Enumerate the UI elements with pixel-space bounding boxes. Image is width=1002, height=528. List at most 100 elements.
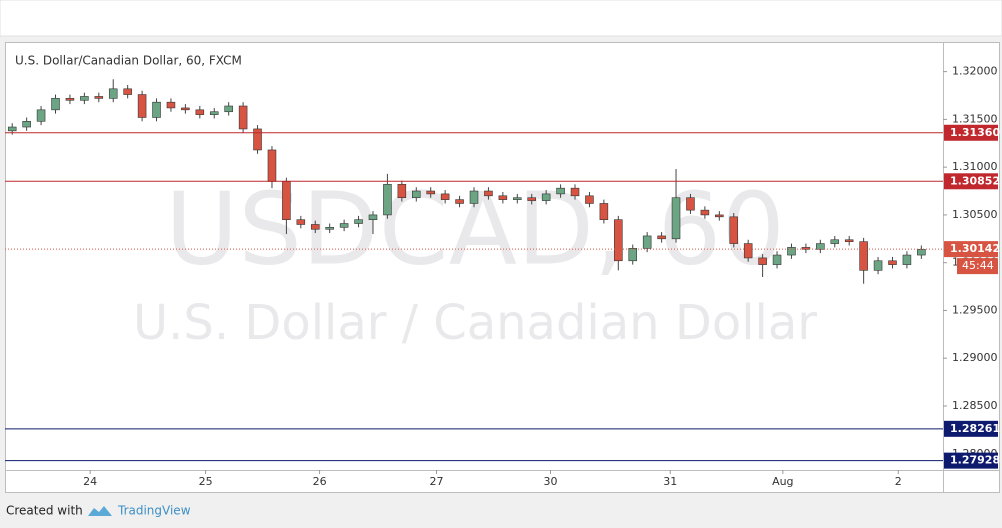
candle-body — [917, 249, 926, 256]
candle-body — [238, 105, 248, 130]
candle-body — [339, 223, 349, 228]
candle-body — [657, 235, 666, 240]
candle-body — [700, 209, 710, 216]
candle-body — [440, 193, 450, 200]
watermark-name: U.S. Dollar / Canadian Dollar — [133, 295, 817, 351]
candle-body — [412, 190, 421, 199]
candle-body — [181, 107, 190, 111]
candle-body — [614, 219, 623, 262]
candle-body — [888, 260, 897, 265]
candle-body — [310, 224, 320, 230]
y-tick-label: 1.28500 — [952, 399, 998, 412]
tv-logo — [88, 506, 112, 516]
x-tick-label: 2 — [895, 475, 902, 488]
last-price-bg — [944, 241, 998, 258]
candle-body — [527, 197, 536, 201]
candle-body — [123, 88, 132, 95]
x-tick-label: 27 — [429, 475, 443, 488]
candle-body — [426, 190, 435, 195]
x-tick-label: 30 — [543, 475, 557, 488]
candle-body — [484, 190, 493, 197]
candle-body — [65, 98, 75, 101]
candle-body — [844, 239, 854, 242]
y-tick-label: 1.31000 — [952, 160, 998, 173]
candle-body — [368, 214, 378, 220]
candle-body — [772, 254, 782, 265]
candle-body — [902, 254, 912, 265]
top-bar — [0, 0, 1002, 37]
footer-brand[interactable]: TradingView — [117, 504, 191, 518]
candle-body — [816, 243, 825, 250]
level-label: 1.27928 — [950, 454, 1000, 467]
candle-body — [296, 219, 306, 225]
candle-body — [513, 197, 522, 200]
x-tick-label: 24 — [83, 475, 97, 488]
x-tick-label: Aug — [772, 475, 793, 488]
candle-body — [743, 243, 753, 259]
candle-body — [570, 187, 580, 197]
panel — [5, 42, 1000, 493]
candle-body — [166, 101, 176, 109]
logo-icon — [88, 506, 112, 516]
chart-title: U.S. Dollar/Canadian Dollar, 60, FXCM — [15, 54, 242, 68]
candle-body — [801, 247, 811, 250]
candle-body — [325, 227, 334, 230]
y-tick-label: 1.30500 — [952, 208, 998, 221]
candle-body — [642, 235, 652, 249]
candle-body — [758, 257, 767, 265]
candle-body — [94, 96, 104, 99]
candle-body — [873, 260, 883, 271]
candle-body — [383, 184, 392, 216]
candle-body — [599, 203, 609, 220]
x-tick-label: 26 — [313, 475, 327, 488]
countdown: 45:44 — [962, 259, 994, 272]
candle-body — [859, 241, 868, 271]
watermark-symbol: USDCAD, 60 — [165, 170, 785, 287]
candle-body — [556, 187, 565, 195]
footer-text: Created with — [6, 504, 83, 518]
y-tick-label: 1.29000 — [952, 351, 998, 364]
candle-body — [253, 128, 262, 151]
countdown-bg — [957, 258, 998, 275]
candle-body — [787, 247, 796, 256]
candle-body — [152, 101, 161, 118]
candle-body — [469, 190, 479, 204]
candle-body — [585, 195, 594, 204]
candle-body — [51, 98, 60, 111]
candle-body — [108, 88, 118, 99]
level-label: 1.30852 — [950, 174, 1000, 187]
candle-body — [541, 193, 551, 201]
candle-body — [729, 216, 739, 244]
candle-body — [195, 109, 205, 115]
candle-body — [830, 239, 840, 244]
candle-body — [354, 219, 363, 224]
candle-body — [224, 105, 233, 113]
candle-body — [282, 181, 291, 220]
x-tick-label: 31 — [663, 475, 677, 488]
candle-body — [455, 199, 464, 204]
level-label: 1.31360 — [950, 126, 1000, 139]
candle-body — [80, 96, 89, 101]
level-label-bg — [944, 420, 998, 437]
x-tick-label: 25 — [199, 475, 213, 488]
watermark: USDCAD, 60 U.S. Dollar / Canadian Dollar — [133, 170, 817, 351]
candle-body — [267, 149, 277, 182]
level-label-bg — [944, 173, 998, 190]
candle-body — [628, 248, 638, 262]
candle-body — [22, 120, 31, 128]
level-label: 1.28261 — [950, 422, 1000, 435]
candle-body — [137, 94, 147, 118]
candle-body — [686, 197, 695, 211]
last-price-label: 1.30142 — [950, 242, 1000, 255]
y-tick-label: 1.29500 — [952, 303, 998, 316]
plot — [7, 79, 926, 284]
candle-body — [498, 195, 508, 200]
level-label-bg — [944, 124, 998, 141]
candle-body — [36, 109, 46, 122]
candle-body — [7, 126, 17, 132]
candle-body — [715, 214, 724, 218]
level-label-bg — [944, 452, 998, 469]
candle-body — [397, 184, 407, 199]
